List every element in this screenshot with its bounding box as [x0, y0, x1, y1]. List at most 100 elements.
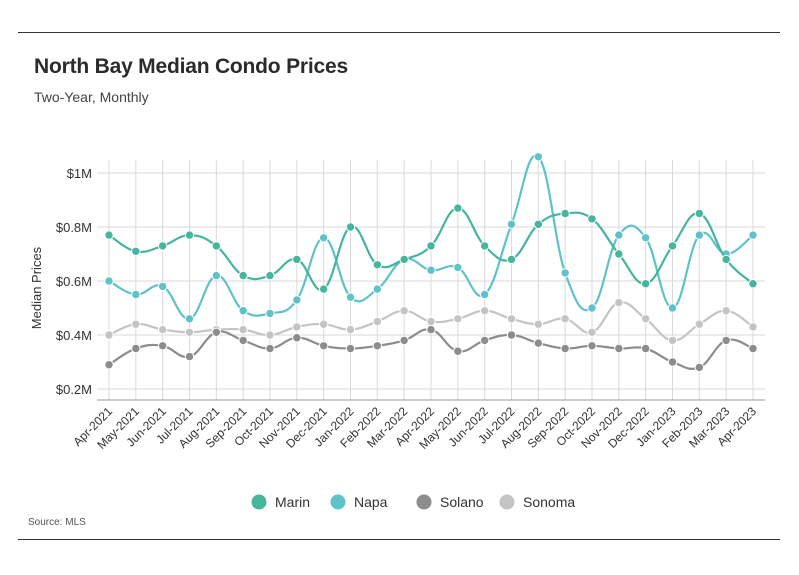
- data-point-napa: [614, 230, 624, 240]
- data-point-napa: [748, 230, 758, 240]
- top-rule: [18, 32, 780, 33]
- data-point-marin: [131, 246, 141, 257]
- data-point-marin: [157, 241, 168, 251]
- data-point-solano: [292, 333, 302, 343]
- data-point-napa: [372, 284, 383, 294]
- data-point-sonoma: [506, 314, 517, 324]
- data-point-solano: [640, 343, 651, 354]
- data-point-marin: [587, 214, 597, 224]
- data-point-napa: [426, 265, 436, 275]
- data-point-solano: [345, 343, 356, 354]
- data-point-solano: [426, 324, 436, 335]
- data-point-napa: [694, 230, 705, 240]
- data-point-marin: [265, 270, 275, 281]
- data-point-napa: [211, 270, 222, 281]
- legend-swatch-napa: [330, 494, 346, 510]
- legend-swatch-sonoma: [499, 494, 515, 510]
- data-point-marin: [211, 241, 222, 251]
- data-point-marin: [238, 270, 248, 281]
- data-point-sonoma: [640, 314, 651, 324]
- data-point-solano: [399, 335, 409, 346]
- data-point-napa: [560, 268, 570, 278]
- data-point-marin: [318, 284, 329, 294]
- data-point-sonoma: [426, 316, 436, 327]
- data-point-sonoma: [318, 319, 329, 329]
- data-point-sonoma: [614, 297, 624, 308]
- data-point-napa: [292, 295, 302, 305]
- data-point-sonoma: [721, 306, 731, 316]
- data-point-napa: [157, 281, 168, 292]
- data-point-solano: [667, 357, 678, 367]
- data-point-marin: [667, 241, 678, 251]
- grid-lines: [97, 160, 765, 400]
- data-point-marin: [104, 230, 114, 240]
- data-point-marin: [721, 254, 731, 265]
- y-axis: $0.2M $0.4M $0.6M $0.8M $1M Median Prices: [29, 166, 92, 397]
- legend-swatch-solano: [416, 494, 432, 510]
- y-tick-label: $0.8M: [56, 220, 92, 235]
- data-point-sonoma: [265, 330, 275, 340]
- data-point-marin: [640, 279, 651, 289]
- data-point-napa: [640, 233, 651, 243]
- source-note: Source: MLS: [28, 517, 86, 528]
- bottom-rule: [18, 539, 780, 540]
- data-point-solano: [184, 351, 195, 362]
- data-point-solano: [506, 330, 517, 340]
- legend: Marin Napa Solano Sonoma: [251, 494, 575, 510]
- data-point-marin: [184, 230, 195, 240]
- data-point-solano: [318, 341, 329, 351]
- data-point-sonoma: [479, 306, 490, 316]
- data-point-napa: [131, 289, 141, 300]
- data-point-solano: [372, 341, 383, 351]
- data-point-marin: [372, 260, 383, 270]
- data-point-solano: [265, 343, 275, 354]
- data-point-solano: [560, 343, 570, 354]
- data-point-solano: [157, 341, 168, 351]
- data-point-napa: [453, 262, 463, 273]
- data-point-sonoma: [345, 324, 356, 335]
- data-point-napa: [506, 219, 517, 230]
- data-point-marin: [533, 219, 544, 230]
- data-point-marin: [453, 203, 463, 213]
- data-point-solano: [587, 341, 597, 351]
- data-point-sonoma: [560, 314, 570, 324]
- data-point-sonoma: [667, 335, 678, 346]
- data-point-solano: [131, 343, 141, 354]
- data-point-napa: [238, 306, 248, 316]
- y-tick-label: $0.2M: [56, 382, 92, 397]
- data-point-napa: [345, 292, 356, 302]
- legend-label-solano: Solano: [440, 494, 484, 510]
- data-point-marin: [399, 254, 409, 265]
- data-point-sonoma: [694, 319, 705, 329]
- data-point-napa: [533, 152, 544, 162]
- y-tick-label: $0.6M: [56, 274, 92, 289]
- data-point-marin: [694, 208, 705, 219]
- data-point-marin: [560, 208, 570, 219]
- data-point-sonoma: [587, 327, 597, 337]
- data-point-sonoma: [238, 324, 248, 335]
- data-point-napa: [479, 289, 490, 300]
- legend-label-napa: Napa: [354, 494, 388, 510]
- data-point-marin: [748, 279, 758, 289]
- data-point-solano: [533, 338, 544, 348]
- data-point-marin: [426, 241, 436, 251]
- x-axis: Apr-2021May-2021Jun-2021Jul-2021Aug-2021…: [70, 399, 765, 452]
- data-point-napa: [184, 314, 195, 324]
- series-lines: [104, 152, 758, 373]
- data-point-sonoma: [104, 330, 114, 340]
- legend-label-sonoma: Sonoma: [523, 494, 575, 510]
- data-point-marin: [292, 254, 302, 265]
- y-tick-label: $1M: [67, 166, 92, 181]
- data-point-solano: [614, 343, 624, 354]
- chart-title: North Bay Median Condo Prices: [34, 55, 348, 78]
- y-tick-label: $0.4M: [56, 328, 92, 343]
- data-point-solano: [748, 343, 758, 354]
- data-point-sonoma: [292, 322, 302, 332]
- legend-label-marin: Marin: [275, 494, 310, 510]
- chart-subtitle: Two-Year, Monthly: [34, 89, 149, 105]
- data-point-solano: [238, 335, 248, 346]
- data-point-sonoma: [399, 306, 409, 316]
- data-point-sonoma: [748, 322, 758, 332]
- data-point-sonoma: [131, 319, 141, 329]
